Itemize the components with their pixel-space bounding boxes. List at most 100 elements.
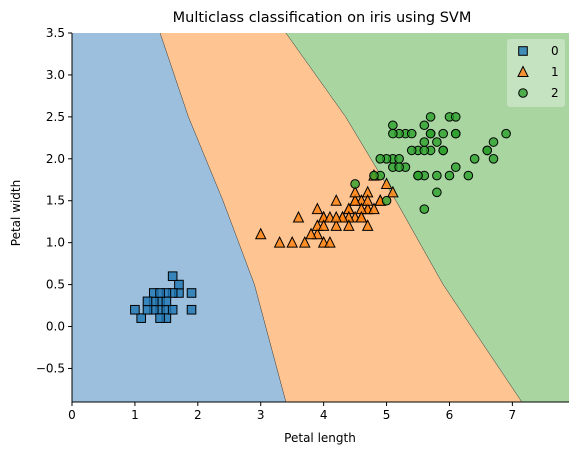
x-tick-label: 4 [320,408,328,422]
decision-boundary-1-2 [285,32,523,403]
data-point-class-1 [254,227,267,240]
decision-region-0 [72,33,286,402]
data-point-class-1 [292,210,305,223]
x-tick-label: 7 [509,408,517,422]
plot-area [71,32,569,403]
data-point-class-2 [444,170,455,181]
x-tick-label: 5 [383,408,391,422]
data-point-class-0 [142,304,153,315]
legend-item-1: 1 [517,65,559,79]
data-point-class-2 [450,162,461,172]
y-tick-label: 3.0 [46,68,65,82]
data-point-class-1 [305,227,317,240]
y-tick-label: 0.0 [46,320,65,334]
data-point-class-2 [432,187,442,198]
data-point-class-2 [450,112,461,122]
x-axis-label: Petal length [284,431,356,445]
data-point-class-2 [419,204,430,214]
data-point-class-2 [482,145,493,156]
data-point-class-1 [355,210,368,223]
data-point-class-1 [387,185,399,198]
x-tick-label: 1 [131,408,139,422]
data-point-class-2 [413,170,423,181]
series-2 [350,112,511,214]
x-tick-label: 2 [194,408,202,422]
y-tick-label: 2.0 [46,152,65,166]
x-axis: 0 1 2 3 4 5 6 7 [68,402,516,422]
y-tick-label: 1.5 [46,194,65,208]
data-point-class-0 [155,288,165,298]
data-point-class-0 [186,288,197,298]
x-tick-label: 3 [257,408,265,422]
data-point-class-2 [375,153,386,164]
legend: 0 1 2 [507,39,565,107]
data-point-class-1 [343,219,355,231]
y-tick-label: 3.5 [46,26,65,40]
data-point-class-2 [432,170,442,181]
data-point-class-2 [388,128,398,139]
data-point-class-2 [438,128,448,139]
x-tick-label: 6 [446,408,454,422]
data-point-class-0 [142,296,153,307]
data-point-class-0 [155,313,165,323]
chart-title: Multiclass classification on iris using … [173,10,472,26]
data-point-class-2 [419,145,430,156]
data-point-class-1 [311,202,324,215]
data-point-class-1 [330,194,343,206]
legend-marker-1 [517,65,529,77]
data-point-class-2 [406,128,417,139]
data-point-class-1 [330,219,343,231]
legend-label-2: 2 [551,86,559,100]
data-point-class-2 [406,145,417,156]
data-point-class-2 [425,112,436,122]
data-point-class-0 [130,304,140,315]
data-point-class-0 [167,271,178,282]
data-point-class-1 [361,219,374,231]
data-point-class-2 [463,170,474,181]
data-point-class-2 [488,153,499,164]
data-point-class-0 [186,304,197,315]
data-point-class-2 [501,128,511,139]
data-point-class-0 [167,304,178,315]
data-point-class-1 [349,185,361,198]
data-point-class-2 [419,137,430,147]
decision-boundary-0-1 [159,32,287,403]
x-tick-label: 0 [68,408,76,422]
data-point-class-1 [324,236,336,248]
series-0 [130,271,197,323]
data-point-class-0 [161,296,172,307]
y-tick-label: 1.0 [46,236,65,250]
data-point-class-1 [298,236,311,248]
data-point-class-1 [380,177,393,189]
data-point-class-1 [286,236,298,248]
data-point-class-2 [388,120,398,131]
data-point-class-2 [425,128,436,139]
y-tick-label: −0.5 [36,361,65,375]
legend-label-0: 0 [551,44,559,58]
decision-region-2 [285,33,569,402]
data-point-class-2 [438,145,448,156]
data-point-class-2 [450,128,461,139]
data-point-class-2 [432,137,442,147]
data-point-class-2 [394,162,404,172]
data-point-class-0 [136,313,147,323]
y-axis-label: Petal width [9,180,23,246]
data-point-class-2 [394,153,404,164]
legend-marker-2 [518,88,528,98]
data-point-class-1 [361,194,374,206]
legend-item-0: 0 [518,44,559,58]
data-point-class-2 [469,153,480,164]
data-point-class-1 [273,236,286,248]
y-tick-label: 0.5 [46,278,65,292]
data-point-class-0 [174,279,184,290]
legend-label-1: 1 [551,65,559,79]
data-point-class-1 [368,202,380,215]
legend-item-2: 2 [518,86,559,100]
data-point-class-2 [381,195,392,206]
legend-marker-0 [518,46,528,56]
data-point-class-2 [419,120,430,131]
data-point-class-1 [317,219,330,231]
y-axis: −0.5 0.0 0.5 1.0 1.5 2.0 2.5 3.0 3.5 [36,26,72,375]
data-point-class-2 [488,137,499,147]
